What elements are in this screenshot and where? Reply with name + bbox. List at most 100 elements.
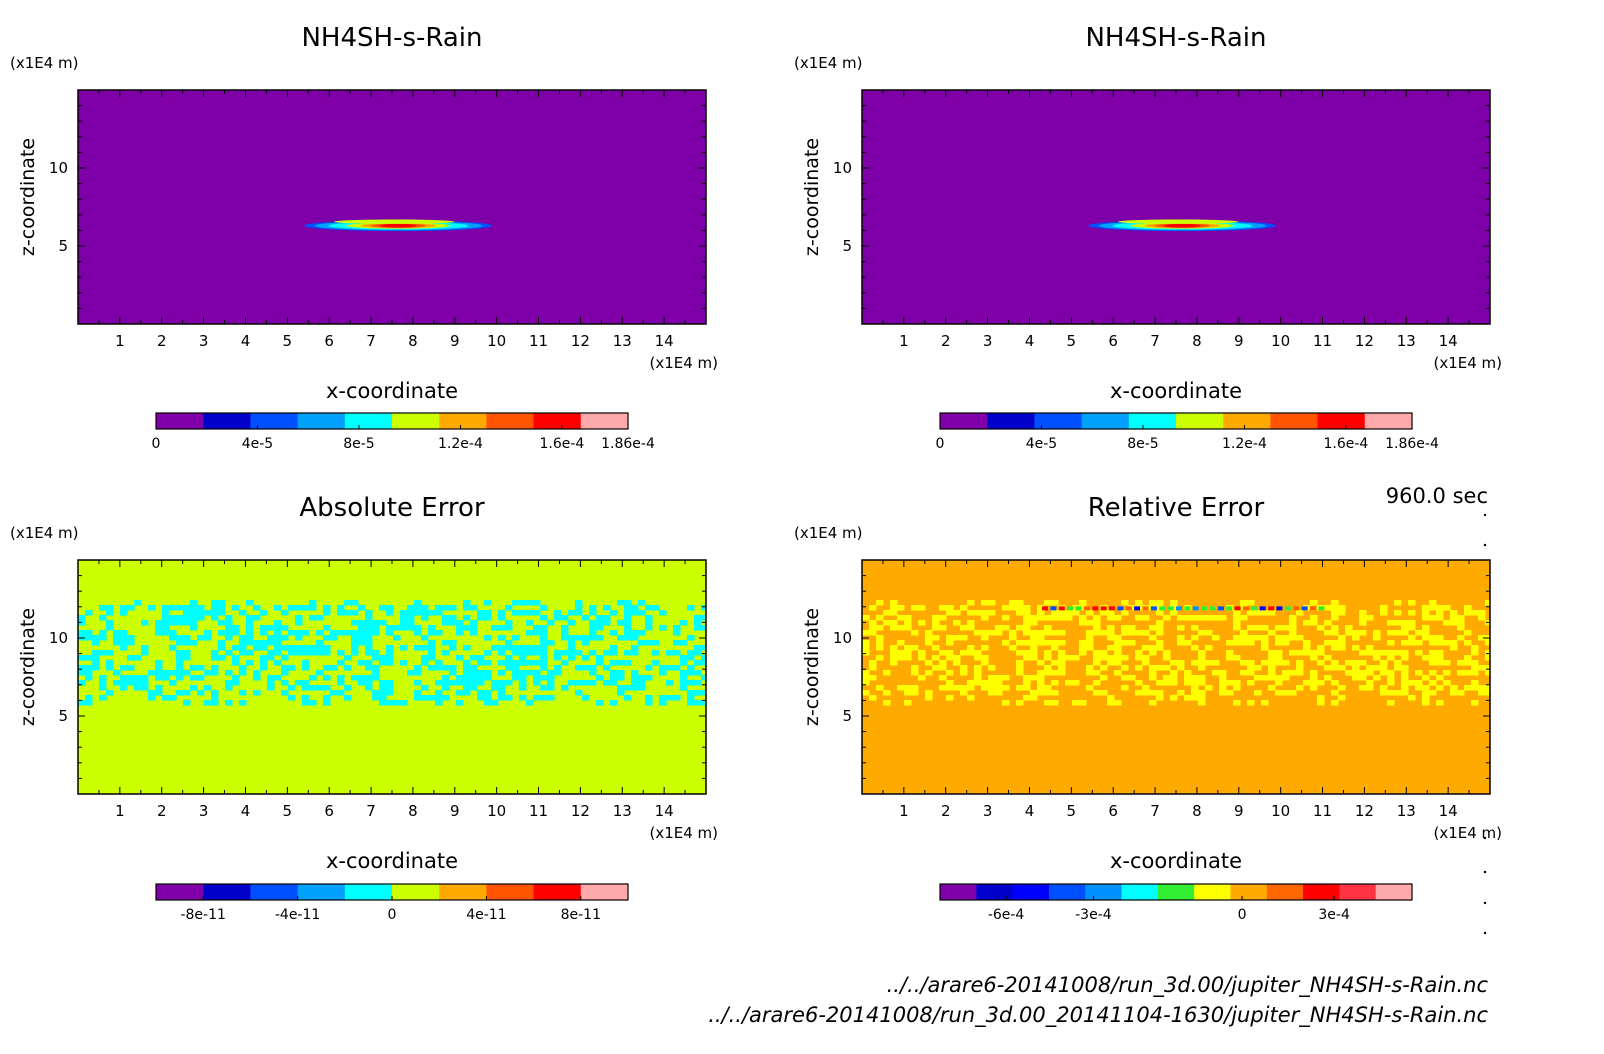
colorbar-swatch — [1121, 884, 1159, 900]
colorbar-swatch — [439, 413, 487, 429]
chart-panel-1: 1 2 3 4 5 6 7 8 9 10 11 12 13 14510NH4SH-s-Rain(x1E4 … — [10, 23, 718, 452]
colorbar-swatch — [1364, 413, 1413, 429]
colorbar-tick-label: 8e-5 — [343, 436, 374, 452]
colorbar: 0 4e-5 8e-5 1.2e-4 1.6e-4 1.86e-4 — [936, 412, 1439, 452]
colorbar-tick-label: 1.86e-4 — [1385, 436, 1439, 452]
chart-title: Absolute Error — [299, 493, 485, 523]
x-tick-label: 10 — [487, 802, 506, 820]
colorbar-swatch — [250, 884, 299, 900]
colorbar-swatch — [486, 884, 535, 900]
x-tick-label: 11 — [1313, 332, 1332, 350]
colorbar-swatch — [533, 413, 582, 429]
chart-panel-2: 1 2 3 4 5 6 7 8 9 10 11 12 13 14510NH4SH-s-Rain(x1E4 … — [794, 23, 1502, 452]
x-tick-label: 1 — [899, 802, 909, 820]
x-tick-label: 2 — [941, 332, 951, 350]
x-tick-label: 2 — [941, 802, 951, 820]
colorbar-swatch — [1270, 413, 1319, 429]
colorbar-tick-label: 3e-4 — [1318, 907, 1350, 923]
x-axis-unit: (x1E4 m) — [1433, 354, 1502, 372]
plume-level-7 — [1164, 223, 1201, 228]
x-tick-label: 4 — [1025, 332, 1035, 350]
margin-dot — [1483, 513, 1487, 517]
y-tick-label: 10 — [49, 159, 68, 177]
colorbar-swatch — [1223, 413, 1271, 429]
colorbar-swatch — [1266, 884, 1304, 900]
colorbar-swatch — [580, 413, 629, 429]
x-tick-label: 12 — [1355, 802, 1374, 820]
x-tick-label: 14 — [655, 802, 674, 820]
file-path-2: ../../arare6-20141008/run_3d.00_20141104… — [708, 1003, 1488, 1027]
y-axis-label: z-coordinate — [17, 608, 39, 726]
colorbar-tick-label: 0 — [936, 436, 945, 452]
x-tick-label: 3 — [983, 332, 993, 350]
colorbar-swatch — [156, 884, 204, 900]
colorbar-swatch — [1157, 884, 1195, 900]
y-tick-label: 10 — [49, 629, 68, 647]
x-tick-label: 9 — [450, 802, 460, 820]
y-axis-label: z-coordinate — [801, 608, 823, 726]
x-axis-label: x-coordinate — [1110, 379, 1242, 403]
y-axis-unit: (x1E4 m) — [794, 524, 863, 542]
x-tick-label: 12 — [1355, 332, 1374, 350]
colorbar-swatch — [344, 413, 393, 429]
x-tick-label: 8 — [408, 802, 418, 820]
colorbar-swatch — [1317, 413, 1366, 429]
x-tick-label: 13 — [613, 802, 632, 820]
x-tick-label: 5 — [1067, 802, 1077, 820]
colorbar-swatch — [344, 884, 393, 900]
y-axis-unit: (x1E4 m) — [794, 54, 863, 72]
colorbar-tick-label: -4e-11 — [275, 907, 320, 923]
y-tick-label: 5 — [842, 237, 852, 255]
colorbar-tick-label: 1.6e-4 — [539, 436, 584, 452]
x-tick-label: 2 — [157, 332, 167, 350]
colorbar-swatch — [1176, 413, 1224, 429]
colorbar-swatch — [392, 413, 440, 429]
colorbar-tick-label: 4e-11 — [466, 907, 506, 923]
x-axis-label: x-coordinate — [1110, 849, 1242, 873]
x-tick-label: 12 — [571, 802, 590, 820]
x-axis-unit: (x1E4 m) — [1433, 824, 1502, 842]
x-tick-label: 9 — [1234, 332, 1244, 350]
y-tick-label: 10 — [833, 159, 852, 177]
colorbar-swatch — [297, 884, 346, 900]
colorbar-tick-label: 1.6e-4 — [1323, 436, 1368, 452]
plume-level-7 — [380, 223, 417, 228]
margin-dot — [1483, 836, 1487, 840]
colorbar-swatch — [987, 413, 1035, 429]
chart-title: NH4SH-s-Rain — [1085, 23, 1266, 53]
x-tick-label: 11 — [529, 332, 548, 350]
colorbar: -6e-4 -3e-4 0 3e-4 — [939, 883, 1413, 923]
x-tick-label: 7 — [1150, 802, 1160, 820]
x-tick-label: 8 — [408, 332, 418, 350]
x-tick-label: 4 — [241, 332, 251, 350]
colorbar-swatch — [486, 413, 535, 429]
colorbar-swatch — [580, 884, 629, 900]
field-background — [78, 90, 706, 324]
chart-title: NH4SH-s-Rain — [301, 23, 482, 53]
x-tick-label: 6 — [1108, 802, 1118, 820]
colorbar-frame — [939, 412, 1413, 430]
x-tick-label: 5 — [283, 332, 293, 350]
x-tick-label: 1 — [115, 332, 125, 350]
colorbar-swatch — [1012, 884, 1050, 900]
time-label: 960.0 sec — [1385, 484, 1488, 508]
margin-dot — [1483, 931, 1487, 935]
plume-top-band — [1118, 219, 1239, 224]
colorbar-swatch — [392, 884, 440, 900]
plume-top-band — [334, 219, 455, 224]
colorbar-swatch — [1230, 884, 1268, 900]
colorbar-swatch — [156, 413, 204, 429]
y-tick-label: 5 — [842, 707, 852, 725]
colorbar-swatch — [1303, 884, 1340, 900]
colorbar-tick-label: 0 — [1238, 907, 1247, 923]
colorbar-tick-label: 4e-5 — [1026, 436, 1057, 452]
colorbar-swatch — [1048, 884, 1086, 900]
x-tick-label: 6 — [1108, 332, 1118, 350]
colorbar-tick-label: 4e-5 — [242, 436, 273, 452]
x-tick-label: 9 — [1234, 802, 1244, 820]
margin-dot — [1483, 543, 1487, 547]
y-axis-unit: (x1E4 m) — [10, 524, 79, 542]
